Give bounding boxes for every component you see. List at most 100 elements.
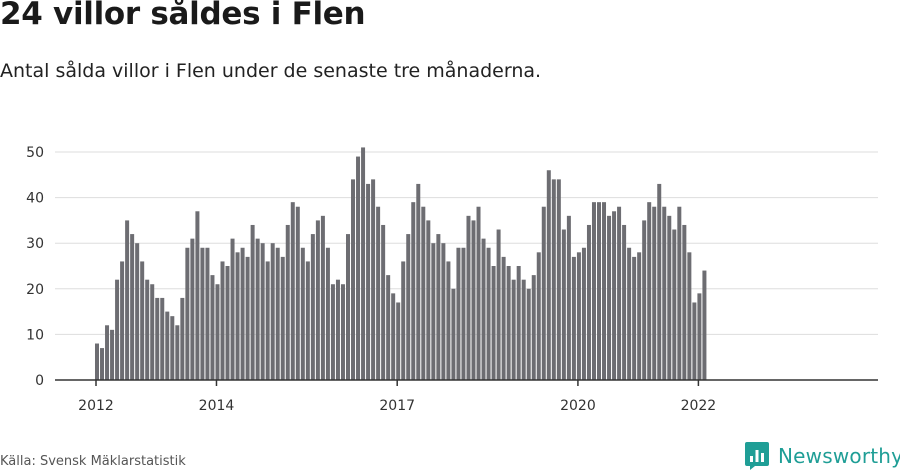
bar: [265, 261, 270, 380]
bar: [305, 261, 310, 380]
highlight-value-label: 24: [700, 0, 719, 4]
x-tick-label: 2014: [199, 398, 235, 414]
bar: [581, 247, 586, 380]
bar: [280, 256, 285, 380]
bar: [381, 224, 386, 380]
bar: [672, 229, 677, 380]
x-tick-label: 2022: [681, 398, 717, 414]
bar: [100, 348, 105, 380]
bar: [300, 247, 305, 380]
bar: [617, 206, 622, 380]
bar: [220, 261, 225, 380]
bar: [205, 247, 210, 380]
y-tick-label: 40: [26, 191, 44, 207]
bar: [346, 234, 350, 380]
bar: [245, 256, 250, 380]
bar: [461, 247, 466, 380]
bar: [571, 256, 576, 380]
bar: [607, 215, 612, 380]
bar: [250, 224, 255, 380]
bar: [185, 247, 190, 380]
bar: [371, 179, 376, 380]
bar: [240, 247, 245, 380]
bar: [351, 179, 356, 380]
bar: [486, 247, 491, 380]
x-tick-label: 2012: [78, 398, 114, 414]
bar: [255, 238, 260, 380]
bar: [150, 284, 155, 380]
bar: [295, 206, 300, 380]
bar: [225, 266, 230, 380]
bar: [702, 270, 707, 380]
bar: [270, 243, 275, 380]
bar: [401, 261, 406, 380]
y-axis-ticks: 0 10 20 30 40 50: [26, 145, 44, 389]
bar: [340, 284, 345, 380]
bar: [501, 256, 506, 380]
bar: [511, 279, 516, 380]
bar: [421, 206, 426, 380]
newsworthy-brand[interactable]: Newsworthy: [744, 440, 900, 472]
bars: [95, 147, 707, 380]
bar: [561, 229, 566, 380]
y-tick-label: 0: [35, 373, 44, 389]
bar: [456, 247, 461, 380]
bar: [120, 261, 125, 380]
bar: [275, 247, 280, 380]
bar: [551, 179, 556, 380]
bar: [190, 238, 195, 380]
bar: [115, 279, 120, 380]
x-axis: 2012 2014 2017 2020 2022: [55, 379, 878, 414]
bar: [612, 211, 617, 380]
bar: [145, 279, 150, 380]
bar: [546, 170, 551, 380]
bar: [330, 284, 335, 380]
bar: [175, 325, 180, 380]
bar: [652, 206, 657, 380]
bar: [637, 252, 642, 380]
bar: [677, 206, 682, 380]
bar: [692, 302, 697, 380]
bar: [521, 279, 526, 380]
bar: [441, 243, 446, 380]
bar: [597, 202, 601, 380]
bar: [320, 215, 325, 380]
bar: [386, 275, 391, 380]
bar: [310, 234, 315, 380]
chart-subtitle: Antal sålda villor i Flen under de senas…: [0, 60, 542, 82]
bar: [642, 220, 647, 380]
bar: [160, 297, 165, 380]
bar: [602, 202, 607, 380]
bar: [491, 266, 496, 380]
bar: [165, 311, 170, 380]
bar: [431, 243, 436, 380]
bar: [195, 211, 200, 380]
bar: [481, 238, 486, 380]
bar: [436, 234, 441, 380]
bar: [446, 261, 451, 380]
y-tick-label: 20: [26, 282, 44, 298]
bar: [285, 224, 290, 380]
source-note: Källa: Svensk Mäklarstatistik: [0, 454, 186, 469]
bar: [230, 238, 235, 380]
bar: [396, 302, 401, 380]
bar: [632, 256, 637, 380]
x-tick-label: 2020: [560, 398, 596, 414]
brand-name: Newsworthy: [778, 444, 900, 468]
bar: [105, 325, 110, 380]
bar: [325, 247, 330, 380]
bar: [260, 243, 265, 380]
bar: [361, 147, 366, 380]
bar: [235, 252, 240, 380]
bar: [531, 275, 536, 380]
bar: [647, 202, 652, 380]
bar: [200, 247, 205, 380]
bar: [526, 288, 531, 380]
bar: [110, 329, 115, 380]
bar: [667, 215, 672, 380]
bar: [411, 202, 416, 380]
bar: [476, 206, 481, 380]
bar: [95, 343, 99, 380]
bar: [130, 234, 135, 380]
